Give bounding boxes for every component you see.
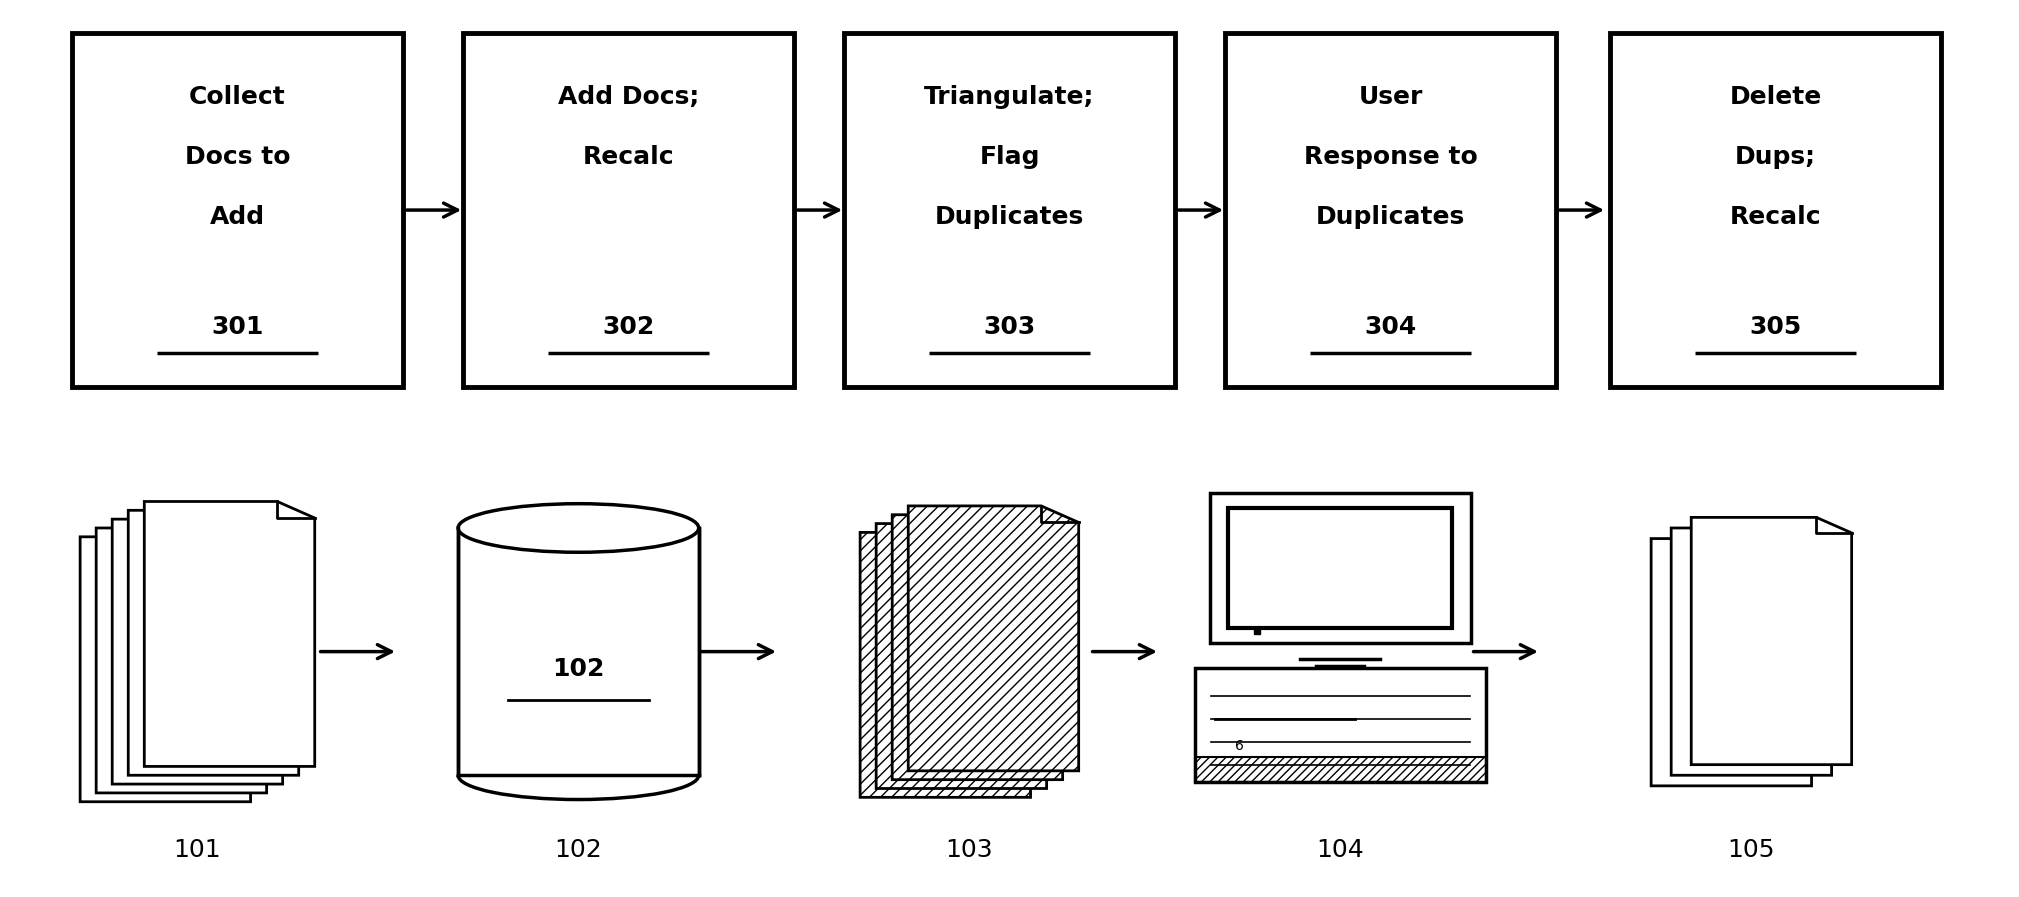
Polygon shape: [892, 515, 1062, 779]
Text: 105: 105: [1728, 839, 1775, 862]
Text: Collect: Collect: [190, 85, 287, 109]
Text: Response to: Response to: [1304, 145, 1478, 169]
Text: Recalc: Recalc: [1730, 205, 1821, 229]
Polygon shape: [97, 528, 267, 793]
Text: 303: 303: [983, 315, 1036, 339]
Bar: [844, 33, 1175, 387]
Bar: [1209, 492, 1470, 643]
Text: Duplicates: Duplicates: [935, 205, 1084, 229]
Polygon shape: [1672, 528, 1831, 775]
Text: 6: 6: [1236, 738, 1244, 753]
Text: 104: 104: [1316, 839, 1365, 862]
Ellipse shape: [458, 504, 699, 553]
Text: Docs to: Docs to: [186, 145, 291, 169]
Text: 101: 101: [174, 839, 222, 862]
Bar: [1195, 757, 1486, 782]
Polygon shape: [81, 536, 250, 802]
Text: 302: 302: [602, 315, 654, 339]
Text: 301: 301: [212, 315, 264, 339]
Polygon shape: [143, 501, 315, 766]
Text: Triangulate;: Triangulate;: [925, 85, 1094, 109]
Bar: [1195, 667, 1486, 782]
Text: User: User: [1359, 85, 1423, 109]
Text: Duplicates: Duplicates: [1316, 205, 1466, 229]
Bar: [73, 33, 404, 387]
Polygon shape: [113, 519, 283, 784]
Bar: [1226, 33, 1557, 387]
Polygon shape: [876, 524, 1046, 788]
Text: Add Docs;: Add Docs;: [557, 85, 699, 109]
Text: Add: Add: [210, 205, 264, 229]
Polygon shape: [129, 510, 299, 775]
Text: 305: 305: [1748, 315, 1801, 339]
Text: 102: 102: [553, 658, 604, 682]
Text: Flag: Flag: [979, 145, 1040, 169]
Polygon shape: [1692, 518, 1851, 764]
Polygon shape: [860, 533, 1030, 797]
Text: 304: 304: [1365, 315, 1417, 339]
Polygon shape: [1652, 538, 1811, 786]
Text: 103: 103: [945, 839, 993, 862]
Bar: [1228, 508, 1452, 628]
Text: Delete: Delete: [1730, 85, 1821, 109]
Polygon shape: [909, 506, 1078, 771]
Text: Recalc: Recalc: [583, 145, 674, 169]
Text: Dups;: Dups;: [1734, 145, 1815, 169]
Bar: [1609, 33, 1940, 387]
Bar: [458, 528, 699, 775]
Text: 102: 102: [555, 839, 602, 862]
Bar: [462, 33, 793, 387]
